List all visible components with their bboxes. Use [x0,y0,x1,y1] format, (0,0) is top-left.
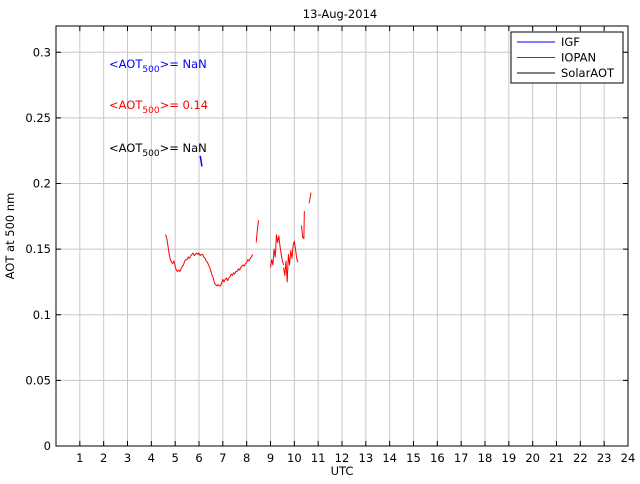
x-tick-label: 19 [502,451,517,465]
x-tick-label: 3 [124,451,131,465]
x-tick-label: 14 [382,451,397,465]
x-axis-label: UTC [331,464,354,478]
x-tick-label: 2 [100,451,107,465]
series-line-igf [199,155,203,167]
axis-ticks [56,26,629,447]
y-tick-label: 0.1 [33,308,51,322]
annotation-subscript: 500 [142,106,159,116]
mean-aot-solaraot-label: <AOT500>= NaN [109,141,207,159]
x-tick-labels: 1 2 3 4 5 6 7 8 9 10 11 12 13 14 15 16 17 18 19 20 21 22 23 24 [76,451,635,465]
chart-title: 13-Aug-2014 [303,7,377,21]
series-line-iopan [308,192,312,204]
x-tick-label: 21 [549,451,564,465]
grid-lines [56,26,628,446]
y-tick-labels: 0 0.05 0.1 0.15 0.2 0.25 0.3 [25,45,51,453]
mean-aot-igf-label: <AOT500>= NaN [109,57,207,75]
mean-aot-annotations: <AOT500>= NaN<AOT500>= 0.14<AOT500>= NaN [109,57,208,159]
legend-label-iopan: IOPAN [561,51,596,65]
x-tick-label: 8 [243,451,250,465]
legend-label-igf: IGF [561,35,580,49]
y-axis-label: AOT at 500 nm [3,193,17,280]
x-tick-label: 9 [267,451,274,465]
x-tick-label: 6 [195,451,202,465]
x-tick-label: 18 [478,451,493,465]
x-tick-label: 1 [76,451,83,465]
x-tick-label: 20 [525,451,540,465]
x-tick-label: 16 [430,451,445,465]
x-tick-label: 24 [621,451,636,465]
x-tick-label: 10 [287,451,302,465]
x-tick-label: 7 [219,451,226,465]
annotation-prefix: <AOT [109,57,143,71]
x-tick-label: 12 [335,451,350,465]
annotation-suffix: >= NaN [160,141,207,155]
x-tick-label: 23 [597,451,612,465]
annotation-suffix: >= 0.14 [160,98,209,112]
annotation-suffix: >= NaN [160,57,207,71]
series-line-iopan [283,240,299,283]
x-tick-label: 5 [172,451,179,465]
x-tick-label: 11 [311,451,326,465]
x-tick-label: 22 [573,451,588,465]
y-tick-label: 0 [44,439,51,453]
x-tick-label: 4 [148,451,155,465]
series-layer [165,155,312,287]
annotation-prefix: <AOT [109,141,143,155]
legend-label-solaraot: SolarAOT [561,66,615,80]
annotation-prefix: <AOT [109,98,143,112]
mean-aot-iopan-label: <AOT500>= 0.14 [109,98,208,116]
annotation-subscript: 500 [142,149,159,159]
series-line-iopan [255,220,260,243]
y-tick-label: 0.3 [33,45,51,59]
x-tick-label: 13 [359,451,374,465]
x-tick-label: 15 [406,451,421,465]
x-tick-label: 17 [454,451,469,465]
series-line-iopan [165,234,254,287]
y-tick-label: 0.15 [25,242,51,256]
y-tick-label: 0.25 [25,111,51,125]
y-tick-label: 0.05 [25,373,51,387]
y-tick-label: 0.2 [33,177,51,191]
series-line-iopan [270,234,285,268]
series-line-iopan [300,211,305,240]
annotation-subscript: 500 [142,65,159,75]
